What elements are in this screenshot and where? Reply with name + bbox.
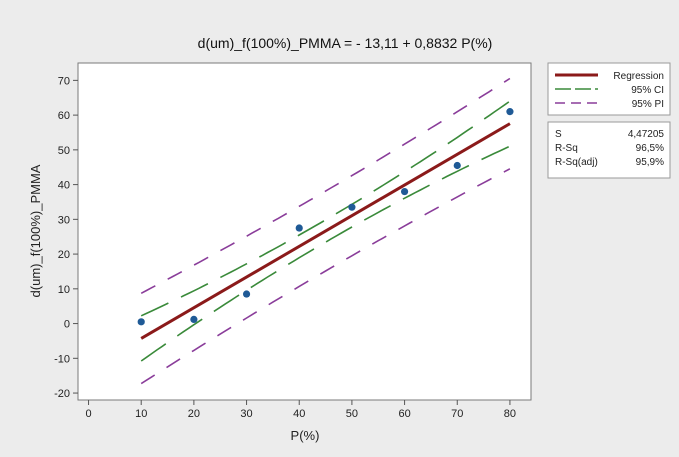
y-axis-title: d(um)_f(100%)_PMMA xyxy=(28,164,43,297)
x-tick-label: 80 xyxy=(504,408,516,420)
data-point xyxy=(401,188,408,195)
y-tick-label: -20 xyxy=(54,388,70,400)
x-tick-label: 30 xyxy=(240,408,252,420)
legend-label: 95% CI xyxy=(631,85,664,96)
x-axis-title: P(%) xyxy=(291,428,320,443)
data-point xyxy=(296,224,303,231)
data-point xyxy=(454,162,461,169)
y-tick-label: 70 xyxy=(58,75,70,87)
y-tick-label: 60 xyxy=(58,110,70,122)
y-tick-label: 30 xyxy=(58,214,70,226)
data-point xyxy=(138,318,145,325)
x-tick-label: 70 xyxy=(451,408,463,420)
y-axis: -20 -10 0 10 20 30 40 50 60 70 xyxy=(54,75,78,400)
x-tick-label: 60 xyxy=(398,408,410,420)
y-tick-label: 20 xyxy=(58,249,70,261)
stat-value: 95,9% xyxy=(636,157,664,168)
y-tick-label: 10 xyxy=(58,284,70,296)
legend-label: 95% PI xyxy=(632,99,664,110)
data-point xyxy=(348,204,355,211)
x-tick-label: 0 xyxy=(85,408,91,420)
stat-value: 4,47205 xyxy=(628,129,665,140)
x-tick-label: 20 xyxy=(188,408,200,420)
y-tick-label: 50 xyxy=(58,145,70,157)
data-point xyxy=(190,316,197,323)
data-point xyxy=(243,290,250,297)
y-tick-label: 0 xyxy=(64,319,70,331)
chart-title: d(um)_f(100%)_PMMA = - 13,11 + 0,8832 P(… xyxy=(198,35,493,51)
y-tick-label: -10 xyxy=(54,353,70,365)
legend-label: Regression xyxy=(613,71,664,82)
x-tick-label: 40 xyxy=(293,408,305,420)
stat-label: R-Sq(adj) xyxy=(555,157,598,168)
stat-value: 96,5% xyxy=(636,143,664,154)
x-tick-label: 10 xyxy=(135,408,147,420)
stat-label: S xyxy=(555,129,562,140)
data-point xyxy=(506,108,513,115)
y-tick-label: 40 xyxy=(58,180,70,192)
x-axis: 0 10 20 30 40 50 60 70 80 xyxy=(85,400,516,420)
x-tick-label: 50 xyxy=(346,408,358,420)
stat-label: R-Sq xyxy=(555,143,578,154)
